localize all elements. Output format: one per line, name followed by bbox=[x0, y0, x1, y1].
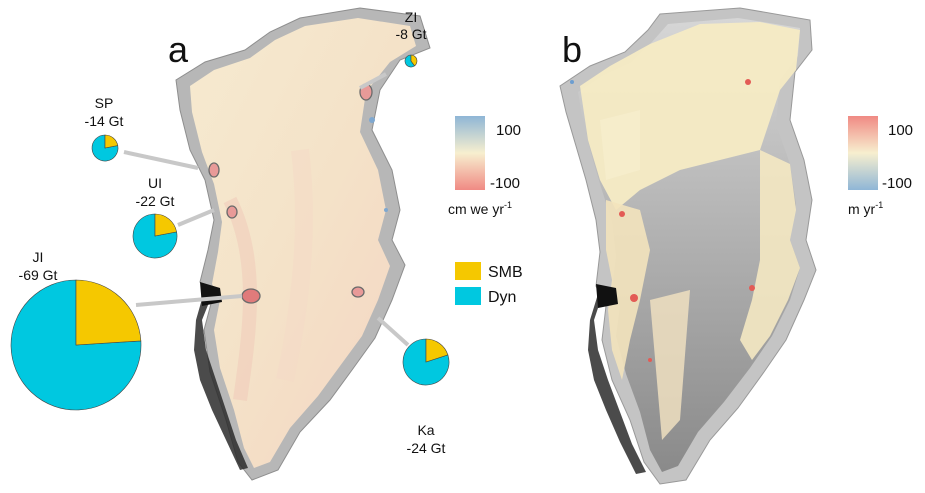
colorbar-b-bottom: -100 bbox=[882, 175, 912, 192]
basin-JI bbox=[241, 288, 261, 304]
colorbar-a-unit-exp: -1 bbox=[504, 200, 512, 210]
pie-label-UI: UI -22 Gt bbox=[136, 175, 175, 209]
colorbar-a-unit: cm we yr-1 bbox=[448, 200, 512, 217]
pie-leaders bbox=[123, 72, 410, 347]
pie-label-JI: JI -69 Gt bbox=[19, 249, 58, 283]
basin-UI bbox=[226, 205, 238, 219]
pie-slice-smb-ZI bbox=[410, 54, 418, 67]
pie-value-SP: -14 Gt bbox=[85, 113, 124, 129]
colorbar-b bbox=[848, 116, 878, 190]
pie-slice-smb-SP bbox=[104, 134, 119, 149]
pie-slice-smb-Ka bbox=[425, 338, 449, 363]
basin-SP bbox=[208, 162, 220, 178]
colorbar-a bbox=[455, 116, 485, 190]
pie-label-ZI: ZI -8 Gt bbox=[395, 9, 426, 42]
west-coast-dark-a bbox=[194, 290, 248, 470]
pie-value-JI: -69 Gt bbox=[19, 267, 58, 283]
pie-name-UI: UI bbox=[148, 175, 162, 191]
pie-value-UI: -22 Gt bbox=[136, 193, 175, 209]
colorbar-b-top: 100 bbox=[888, 122, 913, 139]
pie-name-JI: JI bbox=[33, 249, 44, 265]
pie-label-Ka: Ka -24 Gt bbox=[407, 422, 446, 456]
colorbar-a-top: 100 bbox=[496, 122, 521, 139]
west-coast-dark-b bbox=[588, 290, 646, 474]
panel-label-a: a bbox=[168, 29, 189, 70]
panel-label-b: b bbox=[562, 29, 582, 70]
colorbar-a-bottom: -100 bbox=[490, 175, 520, 192]
pie-slice-dyn-ZI bbox=[404, 54, 415, 68]
pie-slice-smb-UI bbox=[154, 213, 177, 237]
pie-name-Ka: Ka bbox=[417, 422, 434, 438]
colorbar-b-unit-exp: -1 bbox=[875, 200, 883, 210]
pie-value-Ka: -24 Gt bbox=[407, 440, 446, 456]
pie-value-ZI: -8 Gt bbox=[395, 26, 426, 42]
pie-charts bbox=[10, 54, 450, 411]
pie-label-SP: SP -14 Gt bbox=[85, 95, 124, 129]
colorbar-b-unit-text: m yr bbox=[848, 201, 876, 217]
basin-Ka bbox=[351, 286, 365, 298]
greenland-map-a bbox=[175, 7, 431, 481]
pie-slice-smb-JI bbox=[75, 279, 142, 346]
legend-dyn-label: Dyn bbox=[488, 289, 516, 306]
legend-smb-label: SMB bbox=[488, 264, 523, 281]
colorbar-b-unit: m yr-1 bbox=[848, 200, 883, 217]
colorbar-a-unit-text: cm we yr bbox=[448, 201, 504, 217]
legend-smb-swatch bbox=[455, 262, 481, 280]
legend-dyn-swatch bbox=[455, 287, 481, 305]
pie-name-ZI: ZI bbox=[405, 9, 417, 25]
pie-name-SP: SP bbox=[95, 95, 114, 111]
greenland-map-b bbox=[559, 7, 817, 485]
pie-slice-dyn-JI bbox=[10, 279, 142, 411]
